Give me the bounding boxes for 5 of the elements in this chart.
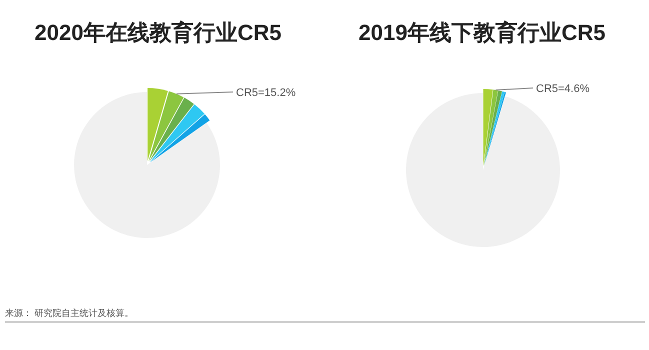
source-note: 来源： 研究院自主统计及核算。 (5, 308, 134, 318)
text: CR5=15.2% (236, 87, 296, 99)
chart-title: 2019年线下教育行业CR5 (358, 20, 606, 45)
chart-title: 2020年在线教育行业CR5 (34, 20, 282, 45)
text: CR5=4.6% (536, 83, 590, 95)
